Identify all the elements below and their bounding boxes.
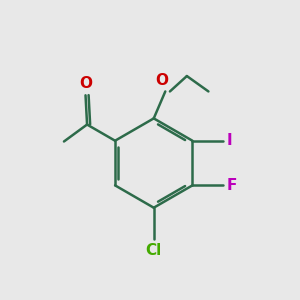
Text: O: O [156, 74, 169, 88]
Text: Cl: Cl [146, 243, 162, 258]
Text: F: F [226, 178, 237, 193]
Text: O: O [79, 76, 92, 91]
Text: I: I [226, 133, 232, 148]
